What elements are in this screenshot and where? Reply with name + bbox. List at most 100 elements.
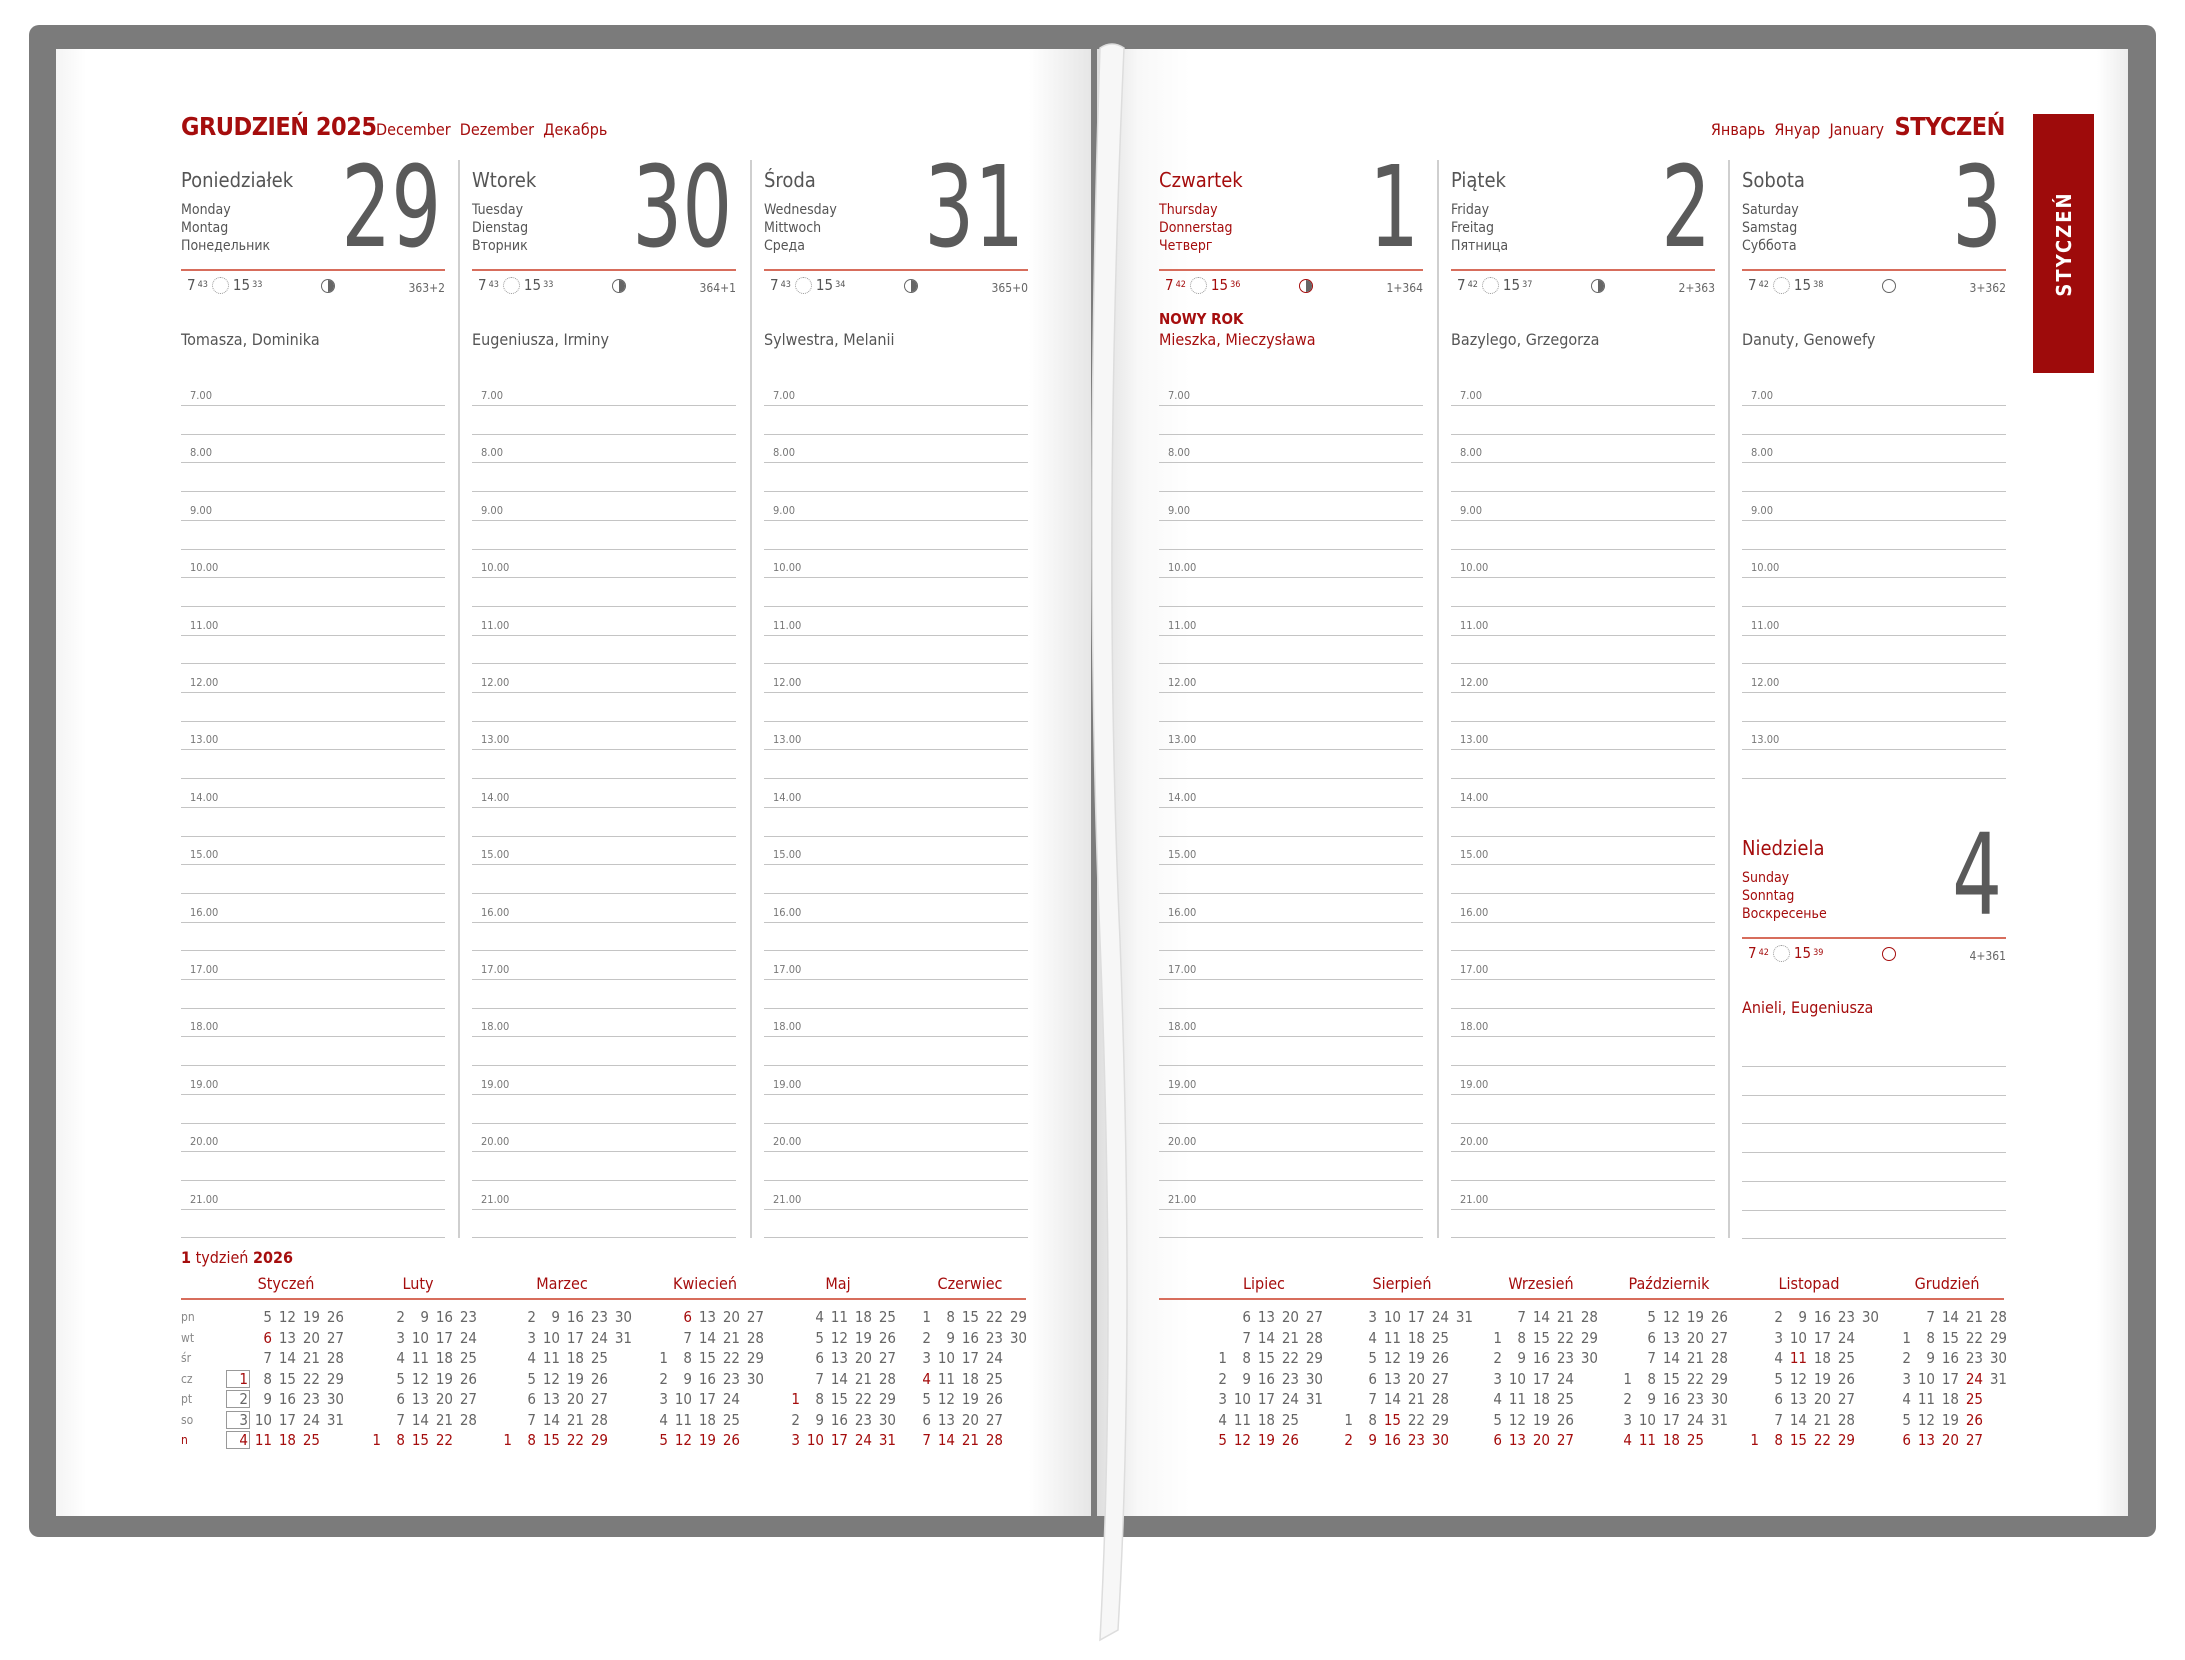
note-line[interactable] bbox=[472, 491, 736, 493]
note-line[interactable] bbox=[472, 692, 736, 693]
note-line[interactable] bbox=[1159, 1208, 1423, 1210]
note-line[interactable] bbox=[1742, 1180, 2006, 1182]
note-line[interactable] bbox=[764, 433, 1028, 435]
note-line[interactable] bbox=[1451, 864, 1715, 866]
note-line[interactable] bbox=[1451, 491, 1715, 493]
note-line[interactable] bbox=[1742, 692, 2006, 693]
note-line[interactable] bbox=[764, 577, 1028, 579]
note-line[interactable] bbox=[1742, 778, 2006, 780]
note-line[interactable] bbox=[472, 1208, 736, 1210]
note-line[interactable] bbox=[472, 634, 736, 636]
note-line[interactable] bbox=[181, 749, 445, 751]
note-line[interactable] bbox=[472, 835, 736, 837]
note-line[interactable] bbox=[181, 778, 445, 780]
note-line[interactable] bbox=[472, 663, 736, 665]
note-line[interactable] bbox=[472, 1179, 736, 1181]
note-line[interactable] bbox=[181, 1237, 445, 1239]
note-line[interactable] bbox=[1159, 1007, 1423, 1009]
note-line[interactable] bbox=[1451, 692, 1715, 693]
note-line[interactable] bbox=[1159, 1122, 1423, 1124]
note-line[interactable] bbox=[181, 1122, 445, 1124]
note-line[interactable] bbox=[1451, 921, 1715, 923]
note-line[interactable] bbox=[1451, 1179, 1715, 1181]
note-line[interactable] bbox=[1742, 663, 2006, 665]
note-line[interactable] bbox=[764, 1151, 1028, 1153]
note-line[interactable] bbox=[1159, 605, 1423, 607]
note-line[interactable] bbox=[764, 778, 1028, 780]
note-line[interactable] bbox=[181, 921, 445, 923]
note-line[interactable] bbox=[1451, 433, 1715, 435]
note-line[interactable] bbox=[1742, 1094, 2006, 1096]
note-line[interactable] bbox=[764, 519, 1028, 521]
note-line[interactable] bbox=[1159, 1036, 1423, 1038]
note-line[interactable] bbox=[764, 1093, 1028, 1095]
note-line[interactable] bbox=[1451, 950, 1715, 952]
note-line[interactable] bbox=[472, 405, 736, 406]
note-line[interactable] bbox=[181, 1208, 445, 1210]
note-line[interactable] bbox=[1159, 1151, 1423, 1153]
note-line[interactable] bbox=[181, 577, 445, 579]
note-line[interactable] bbox=[764, 491, 1028, 493]
note-line[interactable] bbox=[181, 663, 445, 665]
note-line[interactable] bbox=[1451, 835, 1715, 837]
note-line[interactable] bbox=[1742, 548, 2006, 550]
note-line[interactable] bbox=[1451, 1036, 1715, 1038]
note-line[interactable] bbox=[1159, 1179, 1423, 1181]
note-line[interactable] bbox=[1159, 921, 1423, 923]
note-line[interactable] bbox=[1742, 634, 2006, 636]
note-line[interactable] bbox=[1159, 950, 1423, 952]
note-line[interactable] bbox=[1451, 1237, 1715, 1239]
note-line[interactable] bbox=[764, 1007, 1028, 1009]
note-line[interactable] bbox=[472, 1065, 736, 1067]
note-line[interactable] bbox=[472, 720, 736, 722]
note-line[interactable] bbox=[1159, 1237, 1423, 1239]
note-line[interactable] bbox=[764, 634, 1028, 636]
note-line[interactable] bbox=[1742, 1152, 2006, 1154]
note-line[interactable] bbox=[181, 519, 445, 521]
note-line[interactable] bbox=[1159, 548, 1423, 550]
note-line[interactable] bbox=[181, 720, 445, 722]
note-line[interactable] bbox=[1451, 519, 1715, 521]
note-line[interactable] bbox=[764, 806, 1028, 808]
note-line[interactable] bbox=[1742, 749, 2006, 751]
note-line[interactable] bbox=[764, 835, 1028, 837]
note-line[interactable] bbox=[764, 548, 1028, 550]
note-line[interactable] bbox=[1742, 605, 2006, 607]
note-line[interactable] bbox=[1159, 892, 1423, 894]
note-line[interactable] bbox=[1742, 462, 2006, 464]
note-line[interactable] bbox=[1451, 979, 1715, 980]
note-line[interactable] bbox=[181, 950, 445, 952]
note-line[interactable] bbox=[1742, 1123, 2006, 1125]
note-line[interactable] bbox=[1451, 806, 1715, 808]
note-line[interactable] bbox=[1159, 491, 1423, 493]
note-line[interactable] bbox=[1742, 1238, 2006, 1240]
note-line[interactable] bbox=[1742, 1066, 2006, 1067]
note-line[interactable] bbox=[1159, 1093, 1423, 1095]
note-line[interactable] bbox=[1451, 1208, 1715, 1210]
month-tab[interactable]: STYCZEŃ bbox=[2033, 114, 2094, 373]
note-line[interactable] bbox=[1159, 663, 1423, 665]
note-line[interactable] bbox=[181, 864, 445, 866]
note-line[interactable] bbox=[1159, 577, 1423, 579]
note-line[interactable] bbox=[1451, 548, 1715, 550]
note-line[interactable] bbox=[1451, 405, 1715, 406]
note-line[interactable] bbox=[764, 979, 1028, 980]
note-line[interactable] bbox=[181, 892, 445, 894]
note-line[interactable] bbox=[181, 605, 445, 607]
note-line[interactable] bbox=[1159, 433, 1423, 435]
note-line[interactable] bbox=[181, 405, 445, 406]
note-line[interactable] bbox=[472, 892, 736, 894]
note-line[interactable] bbox=[1451, 1151, 1715, 1153]
note-line[interactable] bbox=[764, 1208, 1028, 1210]
note-line[interactable] bbox=[181, 1151, 445, 1153]
note-line[interactable] bbox=[1451, 577, 1715, 579]
note-line[interactable] bbox=[764, 921, 1028, 923]
note-line[interactable] bbox=[181, 835, 445, 837]
note-line[interactable] bbox=[1742, 433, 2006, 435]
note-line[interactable] bbox=[472, 1237, 736, 1239]
note-line[interactable] bbox=[181, 433, 445, 435]
note-line[interactable] bbox=[472, 548, 736, 550]
note-line[interactable] bbox=[1451, 634, 1715, 636]
note-line[interactable] bbox=[1159, 979, 1423, 980]
note-line[interactable] bbox=[181, 1036, 445, 1038]
